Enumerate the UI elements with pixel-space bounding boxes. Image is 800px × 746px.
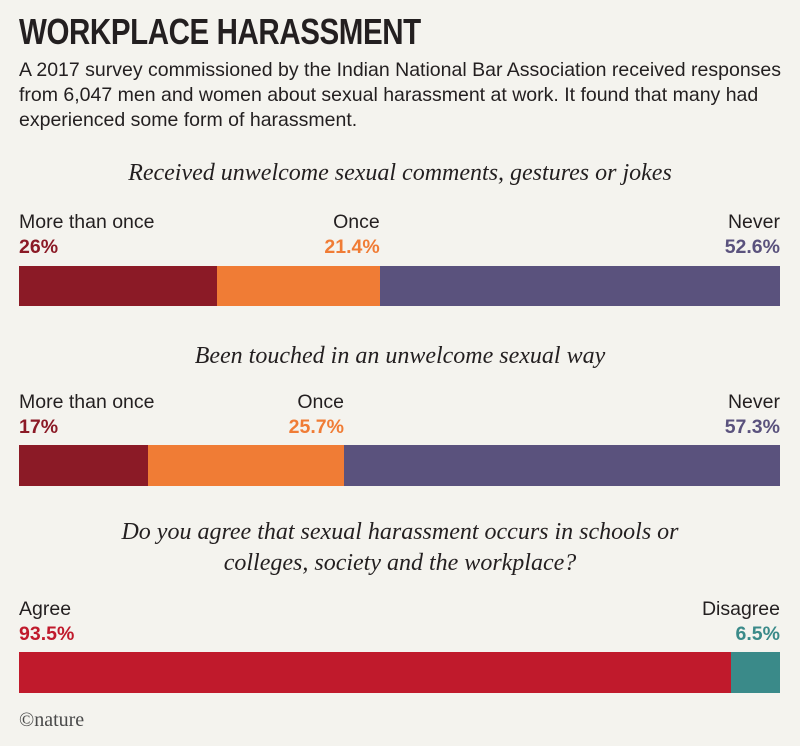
bar-segment-agree [19,652,731,693]
bar-segment-more-than-once [19,445,149,486]
segment-value-never: 52.6% [724,236,780,258]
segment-value-once: 21.4% [324,236,380,258]
question-title: Received unwelcome sexual comments, gest… [128,160,672,186]
bar-segment-once [216,266,380,306]
segment-label-disagree: Disagree [701,598,780,620]
segment-label-once: Once [333,211,380,233]
nature-logo: ©nature [19,709,85,731]
segment-value-disagree: 6.5% [735,623,780,645]
bar-segment-never [379,266,780,306]
segment-label-more-than-once: More than once [19,391,155,413]
bar-segment-more-than-once [19,266,217,306]
segment-value-never: 57.3% [724,416,780,438]
segment-label-never: Never [727,391,780,413]
bar-segment-once [148,445,344,486]
segment-label-never: Never [727,211,780,233]
chart-title: WORKPLACE HARASSMENT [19,11,421,52]
segment-label-more-than-once: More than once [19,211,155,233]
segment-value-agree: 93.5% [19,623,75,645]
segment-value-more-than-once: 26% [19,236,59,258]
bar-segment-disagree [730,652,780,693]
bar-segment-never [343,445,780,486]
question-title: Do you agree that sexual harassment occu… [121,519,679,576]
question-title: Been touched in an unwelcome sexual way [194,343,606,369]
segment-label-once: Once [297,391,344,413]
segment-value-more-than-once: 17% [19,416,59,438]
segment-label-agree: Agree [19,598,72,620]
segment-value-once: 25.7% [288,416,344,438]
chart-subtitle: A 2017 survey commissioned by the Indian… [19,59,782,131]
